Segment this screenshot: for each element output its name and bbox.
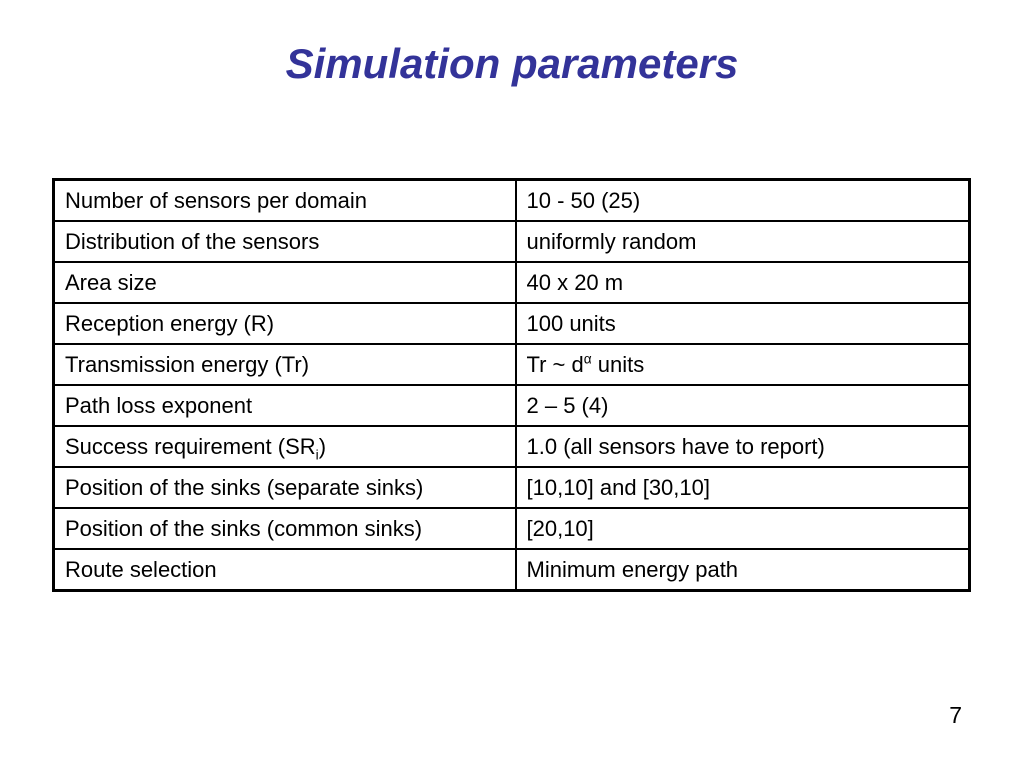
param-name-cell: Distribution of the sensors bbox=[52, 220, 517, 263]
param-value-cell: 40 x 20 m bbox=[514, 261, 971, 304]
param-name-cell: Position of the sinks (separate sinks) bbox=[52, 466, 517, 509]
table-row: Area size 40 x 20 m bbox=[52, 261, 971, 304]
text-segment: [20,10] bbox=[526, 515, 594, 541]
param-value-cell: 2 – 5 (4) bbox=[514, 384, 971, 427]
text-segment: uniformly random bbox=[526, 228, 697, 254]
text-segment: [10,10] and [30,10] bbox=[526, 474, 711, 500]
text-segment: Reception energy (R) bbox=[65, 310, 275, 336]
text-segment: Minimum energy path bbox=[526, 556, 739, 582]
text-segment: 10 - 50 (25) bbox=[526, 187, 641, 213]
param-value-cell: 100 units bbox=[514, 302, 971, 345]
text-segment: Tr ~ d bbox=[526, 351, 584, 377]
text-segment: Path loss exponent bbox=[65, 392, 253, 418]
param-name-cell: Path loss exponent bbox=[52, 384, 517, 427]
table-row: Success requirement (SRi) 1.0 (all sensor… bbox=[52, 425, 971, 468]
table-row: Route selection Minimum energy path bbox=[52, 548, 971, 592]
text-segment: Route selection bbox=[65, 556, 217, 582]
table-row: Reception energy (R) 100 units bbox=[52, 302, 971, 345]
text-segment: Position of the sinks (common sinks) bbox=[65, 515, 423, 541]
param-name-cell: Success requirement (SRi) bbox=[52, 425, 517, 468]
page-number: 7 bbox=[949, 702, 962, 728]
text-segment: Transmission energy (Tr) bbox=[65, 351, 310, 377]
text-segment: ) bbox=[318, 433, 327, 459]
param-value-cell: uniformly random bbox=[514, 220, 971, 263]
parameters-table: Number of sensors per domain 10 - 50 (25)… bbox=[52, 178, 971, 592]
text-segment: 40 x 20 m bbox=[526, 269, 624, 295]
param-name-cell: Area size bbox=[52, 261, 517, 304]
param-value-cell: 1.0 (all sensors have to report) bbox=[514, 425, 971, 468]
param-name-cell: Route selection bbox=[52, 548, 517, 592]
text-segment: Success requirement (SR bbox=[65, 433, 316, 459]
table-row: Transmission energy (Tr) Tr ~ dα units bbox=[52, 343, 971, 386]
table-row: Position of the sinks (separate sinks) [1… bbox=[52, 466, 971, 509]
text-segment: Distribution of the sensors bbox=[65, 228, 320, 254]
table-row: Position of the sinks (common sinks) [20,… bbox=[52, 507, 971, 550]
text-segment: 100 units bbox=[526, 310, 616, 336]
param-value-cell: Tr ~ dα units bbox=[514, 343, 971, 386]
sub-segment: i bbox=[315, 446, 319, 462]
param-name-cell: Transmission energy (Tr) bbox=[52, 343, 517, 386]
parameters-table-body: Number of sensors per domain 10 - 50 (25)… bbox=[52, 178, 971, 592]
param-value-cell: Minimum energy path bbox=[514, 548, 971, 592]
slide-title: Simulation parameters bbox=[285, 40, 739, 87]
param-name-cell: Number of sensors per domain bbox=[52, 178, 517, 222]
param-value-cell: 10 - 50 (25) bbox=[514, 178, 971, 222]
table-row: Number of sensors per domain 10 - 50 (25) bbox=[52, 178, 971, 222]
param-name-cell: Position of the sinks (common sinks) bbox=[52, 507, 517, 550]
param-value-cell: [20,10] bbox=[514, 507, 971, 550]
text-segment: Area size bbox=[65, 269, 157, 295]
text-segment: Number of sensors per domain bbox=[65, 187, 368, 213]
table-row: Path loss exponent 2 – 5 (4) bbox=[52, 384, 971, 427]
text-segment: units bbox=[591, 351, 645, 377]
param-value-cell: [10,10] and [30,10] bbox=[514, 466, 971, 509]
text-segment: 1.0 (all sensors have to report) bbox=[526, 433, 825, 459]
text-segment: 2 – 5 (4) bbox=[526, 392, 609, 418]
param-name-cell: Reception energy (R) bbox=[52, 302, 517, 345]
text-segment: Position of the sinks (separate sinks) bbox=[65, 474, 424, 500]
sup-segment: α bbox=[583, 351, 592, 367]
table-row: Distribution of the sensors uniformly ran… bbox=[52, 220, 971, 263]
